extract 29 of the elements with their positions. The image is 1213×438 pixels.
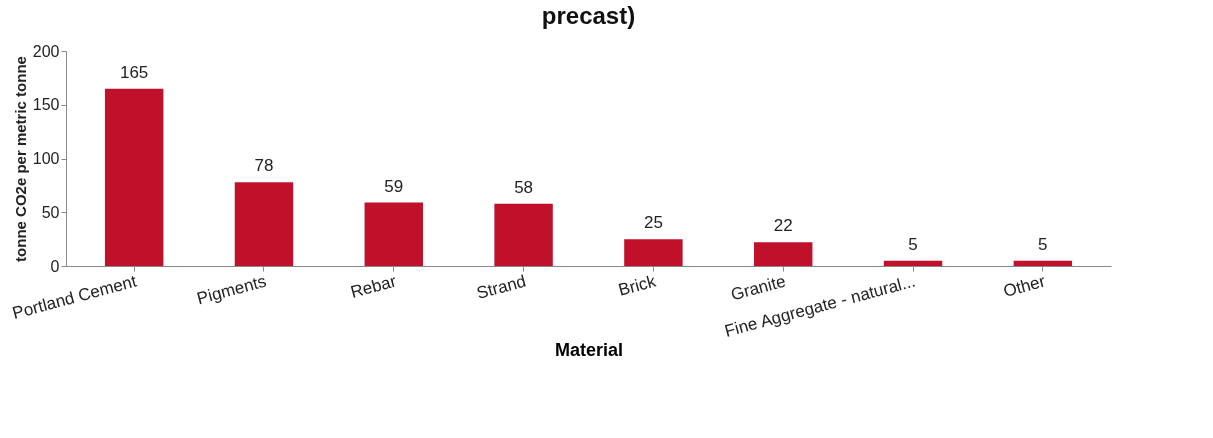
chart-title: precast) xyxy=(541,2,636,29)
data-label: 78 xyxy=(254,156,274,176)
x-tick-label: Strand xyxy=(474,271,528,303)
y-tick-label: 200 xyxy=(32,42,60,60)
x-tick-label: Rebar xyxy=(348,271,399,302)
bar xyxy=(104,88,164,266)
x-tick-label: Granite xyxy=(728,271,788,305)
data-label: 58 xyxy=(514,177,534,197)
y-tick-label: 150 xyxy=(32,96,60,114)
bar xyxy=(624,239,683,266)
data-label: 59 xyxy=(384,176,404,196)
bar xyxy=(754,242,813,266)
data-label: 25 xyxy=(643,213,663,233)
x-tick-label: Pigments xyxy=(194,271,269,309)
data-label: 165 xyxy=(119,62,149,82)
y-tick-label: 100 xyxy=(32,150,60,167)
x-axis-title: Material xyxy=(554,340,624,361)
x-tick-label: Other xyxy=(1001,271,1048,301)
bar xyxy=(234,182,294,266)
bar xyxy=(364,202,423,266)
x-tick-label: Brick xyxy=(616,271,659,300)
data-label: 5 xyxy=(908,234,918,254)
bar xyxy=(494,203,553,266)
y-axis-title: tonne CO2e per metric tonne xyxy=(11,56,29,262)
bar xyxy=(883,260,943,266)
bar xyxy=(1013,260,1073,266)
data-label: 5 xyxy=(1038,234,1048,254)
data-label: 22 xyxy=(773,216,793,236)
y-tick-label: 50 xyxy=(41,203,60,221)
